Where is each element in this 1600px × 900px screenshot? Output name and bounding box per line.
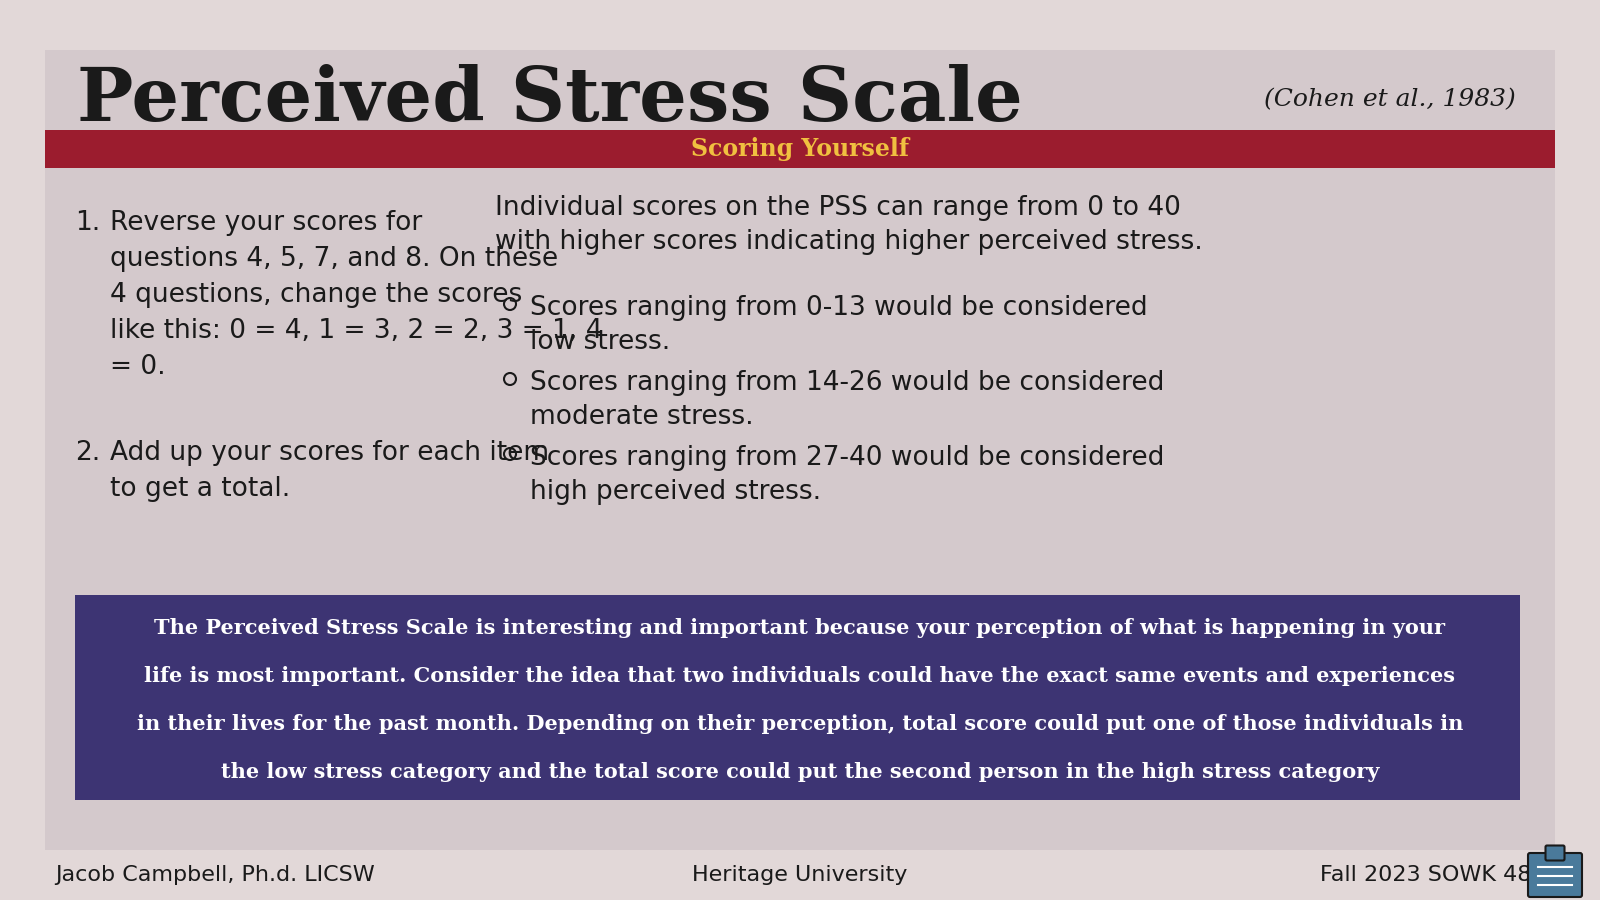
Text: Scores ranging from 0-13 would be considered
low stress.: Scores ranging from 0-13 would be consid… [530,295,1147,355]
Text: Add up your scores for each item
to get a total.: Add up your scores for each item to get … [110,440,549,502]
Text: Reverse your scores for
questions 4, 5, 7, and 8. On these
4 questions, change t: Reverse your scores for questions 4, 5, … [110,210,603,380]
Text: The Perceived Stress Scale is interesting and important because your perception : The Perceived Stress Scale is interestin… [155,618,1445,638]
Text: Individual scores on the PSS can range from 0 to 40
with higher scores indicatin: Individual scores on the PSS can range f… [494,195,1203,255]
Text: Fall 2023 SOWK 486w: Fall 2023 SOWK 486w [1320,865,1563,885]
Text: 2.: 2. [75,440,101,466]
Text: Scores ranging from 27-40 would be considered
high perceived stress.: Scores ranging from 27-40 would be consi… [530,445,1165,505]
Text: 1.: 1. [75,210,101,236]
Text: Jacob Campbell, Ph.d. LICSW: Jacob Campbell, Ph.d. LICSW [54,865,374,885]
FancyBboxPatch shape [45,130,1555,168]
Text: Perceived Stress Scale: Perceived Stress Scale [77,64,1022,137]
FancyBboxPatch shape [0,850,1600,900]
Text: Scores ranging from 14-26 would be considered
moderate stress.: Scores ranging from 14-26 would be consi… [530,370,1165,430]
FancyBboxPatch shape [45,50,1555,850]
FancyBboxPatch shape [75,595,1520,800]
Text: in their lives for the past month. Depending on their perception, total score co: in their lives for the past month. Depen… [138,714,1462,734]
FancyBboxPatch shape [1546,845,1565,860]
Text: (Cohen et al., 1983): (Cohen et al., 1983) [1264,88,1515,112]
Text: the low stress category and the total score could put the second person in the h: the low stress category and the total sc… [221,762,1379,782]
Text: life is most important. Consider the idea that two individuals could have the ex: life is most important. Consider the ide… [144,666,1456,686]
FancyBboxPatch shape [1528,853,1582,897]
Text: Heritage University: Heritage University [693,865,907,885]
Text: Scoring Yourself: Scoring Yourself [691,137,909,161]
